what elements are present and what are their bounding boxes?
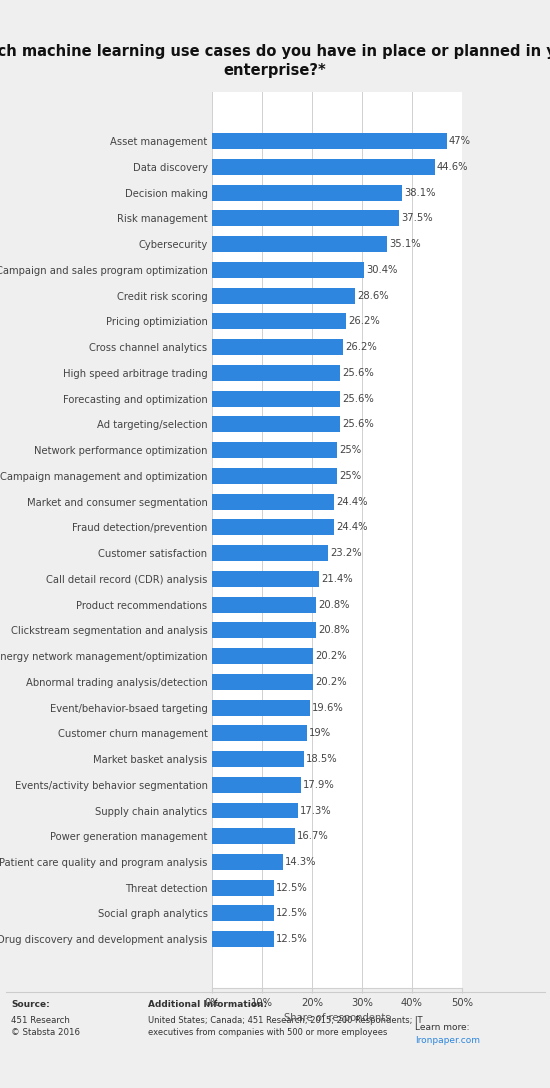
Text: 17.9%: 17.9% (304, 780, 335, 790)
Text: 25.6%: 25.6% (342, 419, 373, 430)
Text: 24.4%: 24.4% (336, 496, 367, 507)
Bar (212, 828, 295, 844)
Text: 12.5%: 12.5% (276, 935, 308, 944)
Bar (212, 339, 343, 355)
Text: 25.6%: 25.6% (342, 368, 373, 378)
Text: 25%: 25% (339, 445, 361, 455)
Bar (212, 751, 304, 767)
Text: 25.6%: 25.6% (342, 394, 373, 404)
Bar (212, 880, 274, 895)
Bar (212, 159, 435, 175)
Bar (212, 262, 364, 277)
Bar (212, 287, 355, 304)
Bar (212, 468, 337, 484)
Text: United States; Canada; 451 Research; 2015; 200 Respondents; IT
executives from c: United States; Canada; 451 Research; 201… (148, 1016, 423, 1037)
Bar (212, 494, 334, 509)
Text: 26.2%: 26.2% (348, 317, 379, 326)
Text: 38.1%: 38.1% (404, 187, 436, 198)
Text: 17.3%: 17.3% (300, 805, 332, 816)
Text: 19.6%: 19.6% (312, 703, 344, 713)
Text: 47%: 47% (449, 136, 471, 146)
Bar (212, 210, 399, 226)
Bar (212, 364, 340, 381)
Text: 44.6%: 44.6% (437, 162, 469, 172)
Bar (212, 700, 310, 716)
Bar (212, 442, 337, 458)
Bar (212, 313, 346, 330)
Text: 19%: 19% (309, 728, 331, 739)
Text: Source:: Source: (11, 1000, 49, 1009)
Bar (212, 185, 403, 200)
Text: 16.7%: 16.7% (298, 831, 329, 841)
Bar (212, 236, 387, 252)
Text: Which machine learning use cases do you have in place or planned in your
enterpr: Which machine learning use cases do you … (0, 44, 550, 78)
Text: Additional Information:: Additional Information: (148, 1000, 268, 1009)
Bar (212, 905, 274, 922)
Text: 14.3%: 14.3% (285, 857, 317, 867)
Bar (212, 726, 307, 741)
Text: 37.5%: 37.5% (402, 213, 433, 223)
Bar (212, 854, 283, 870)
Bar (212, 622, 316, 639)
Text: 12.5%: 12.5% (276, 908, 308, 918)
Text: 12.5%: 12.5% (276, 882, 308, 893)
Bar (212, 133, 447, 149)
Text: 30.4%: 30.4% (366, 264, 397, 275)
Bar (212, 519, 334, 535)
Text: 35.1%: 35.1% (389, 239, 421, 249)
Bar (212, 931, 274, 948)
Text: Learn more:: Learn more: (415, 1023, 472, 1031)
Text: 24.4%: 24.4% (336, 522, 367, 532)
Text: 25%: 25% (339, 471, 361, 481)
Text: 20.8%: 20.8% (318, 626, 349, 635)
Bar (212, 596, 316, 613)
Bar (212, 777, 301, 793)
Text: 23.2%: 23.2% (330, 548, 361, 558)
Text: 20.2%: 20.2% (315, 651, 346, 662)
Bar (212, 417, 340, 432)
Text: 20.2%: 20.2% (315, 677, 346, 687)
Bar (212, 391, 340, 407)
Text: 20.8%: 20.8% (318, 599, 349, 609)
Bar (212, 673, 313, 690)
Text: 28.6%: 28.6% (357, 290, 388, 300)
Text: 18.5%: 18.5% (306, 754, 338, 764)
Bar (212, 545, 328, 561)
Text: 21.4%: 21.4% (321, 573, 353, 584)
Text: 451 Research: 451 Research (11, 1016, 70, 1025)
Text: 26.2%: 26.2% (345, 342, 377, 353)
X-axis label: Share of respondents: Share of respondents (284, 1013, 390, 1023)
Text: Ironpaper.com: Ironpaper.com (415, 1036, 480, 1044)
Bar (212, 571, 319, 586)
Text: © Stabsta 2016: © Stabsta 2016 (11, 1028, 80, 1037)
Bar (212, 803, 298, 818)
Bar (212, 648, 313, 664)
